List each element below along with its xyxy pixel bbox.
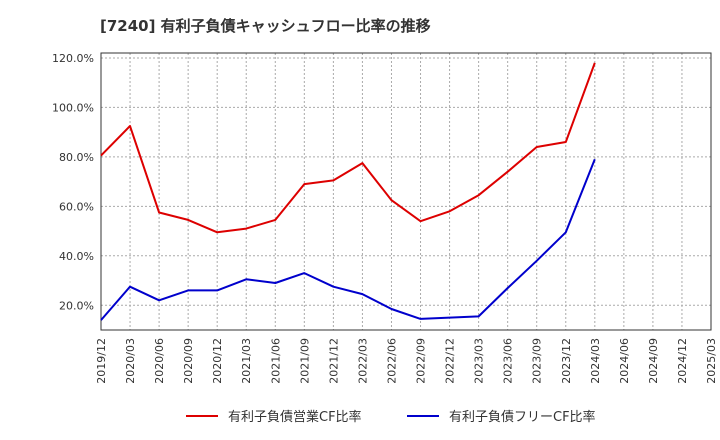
legend-swatch-red — [186, 414, 218, 417]
x-tick-label: 2022/03 — [356, 338, 369, 384]
x-tick-label: 2020/03 — [124, 338, 137, 384]
x-tick-label: 2022/06 — [385, 338, 398, 384]
series-line-red — [100, 62, 596, 234]
x-tick-label: 2019/12 — [95, 338, 108, 384]
y-tick-label: 40.0% — [59, 250, 94, 263]
y-tick-label: 20.0% — [59, 299, 94, 312]
y-tick-label: 120.0% — [52, 52, 94, 65]
legend-item-blue: 有利子負債フリーCF比率 — [407, 406, 596, 425]
plot-frame — [100, 52, 712, 331]
x-tick-label: 2020/06 — [153, 338, 166, 384]
x-tick-label: 2023/03 — [473, 338, 486, 384]
x-tick-label: 2024/03 — [589, 338, 602, 384]
legend-label-red: 有利子負債営業CF比率 — [228, 410, 362, 425]
x-tick-label: 2021/03 — [240, 338, 253, 384]
legend-item-red: 有利子負債営業CF比率 — [186, 406, 362, 425]
x-tick-label: 2022/09 — [415, 338, 428, 384]
x-tick-label: 2023/09 — [531, 338, 544, 384]
x-tick-label: 2024/12 — [676, 338, 689, 384]
x-tick-label: 2021/06 — [269, 338, 282, 384]
x-tick-label: 2023/06 — [502, 338, 515, 384]
series-line-blue — [100, 158, 596, 321]
x-tick-label: 2020/12 — [211, 338, 224, 384]
x-tick-label: 2020/09 — [182, 338, 195, 384]
x-tick-label: 2024/09 — [647, 338, 660, 384]
y-tick-label: 80.0% — [59, 151, 94, 164]
chart-title: [7240] 有利子負債キャッシュフロー比率の推移 — [100, 17, 431, 35]
legend-label-blue: 有利子負債フリーCF比率 — [449, 410, 596, 425]
x-tick-label: 2021/09 — [298, 338, 311, 384]
x-tick-label: 2025/03 — [705, 338, 718, 384]
legend-swatch-blue — [407, 414, 439, 417]
x-tick-label: 2022/12 — [444, 338, 457, 384]
y-tick-label: 100.0% — [52, 101, 94, 114]
y-tick-label: 60.0% — [59, 200, 94, 213]
x-tick-label: 2023/12 — [560, 338, 573, 384]
x-tick-label: 2021/12 — [327, 338, 340, 384]
x-tick-label: 2024/06 — [618, 338, 631, 384]
